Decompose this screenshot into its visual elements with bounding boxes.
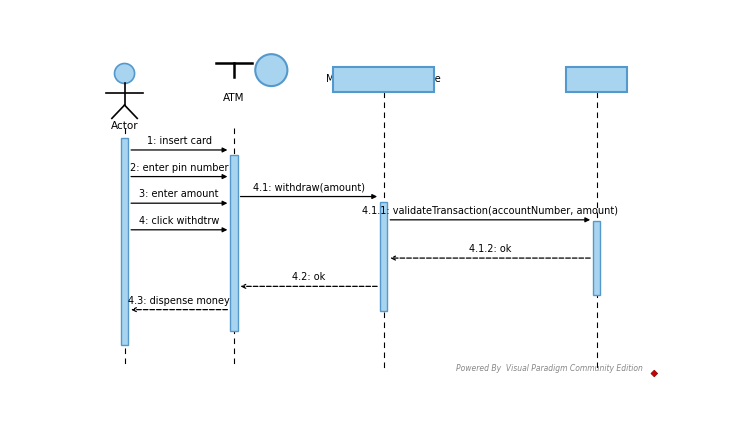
Bar xyxy=(566,67,627,92)
Text: 4.1.2: ok: 4.1.2: ok xyxy=(469,244,511,254)
Text: BankServer: BankServer xyxy=(568,74,625,84)
Polygon shape xyxy=(651,370,658,377)
Text: ATM: ATM xyxy=(223,93,244,103)
Text: 2: enter pin number: 2: enter pin number xyxy=(130,162,229,173)
Text: MoneyWithdrawService: MoneyWithdrawService xyxy=(326,74,441,84)
Text: 3: enter amount: 3: enter amount xyxy=(140,189,219,199)
Text: 4.2: ok: 4.2: ok xyxy=(292,272,325,283)
Text: Actor: Actor xyxy=(111,121,138,131)
Bar xyxy=(334,67,434,92)
Ellipse shape xyxy=(256,54,288,86)
Bar xyxy=(121,138,129,345)
Text: 4.3: dispense money: 4.3: dispense money xyxy=(129,295,230,306)
Text: 4.1: withdraw(amount): 4.1: withdraw(amount) xyxy=(253,183,365,193)
Bar xyxy=(593,222,600,295)
Text: 1: insert card: 1: insert card xyxy=(147,136,212,146)
Text: Powered By  Visual Paradigm Community Edition: Powered By Visual Paradigm Community Edi… xyxy=(456,364,643,373)
Bar xyxy=(230,155,238,331)
Text: 4.1.1: validateTransaction(accountNumber, amount): 4.1.1: validateTransaction(accountNumber… xyxy=(362,206,618,216)
Text: 4: click withdtrw: 4: click withdtrw xyxy=(139,216,219,226)
Bar xyxy=(380,201,387,311)
Ellipse shape xyxy=(114,64,134,83)
